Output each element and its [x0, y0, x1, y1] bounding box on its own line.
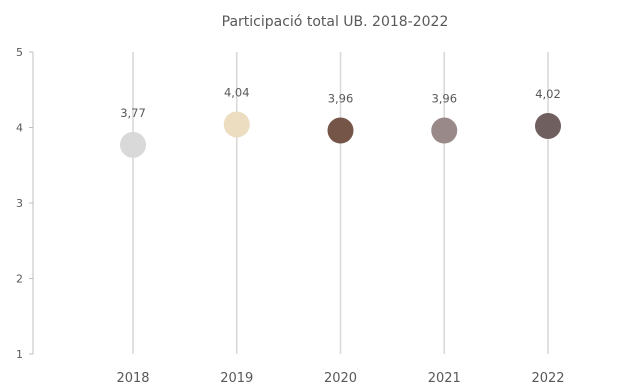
data-point	[327, 117, 354, 144]
x-tick-label: 2019	[220, 371, 253, 386]
y-axis: 1 2 3 4 5	[16, 46, 34, 361]
points	[120, 111, 561, 158]
data-label: 3,96	[328, 92, 354, 106]
y-tick-label: 3	[16, 197, 23, 210]
y-tick-label: 2	[16, 273, 23, 286]
stems	[132, 52, 549, 354]
data-label: 3,77	[120, 106, 146, 120]
data-label: 4,02	[535, 87, 561, 101]
chart-title: Participació total UB. 2018-2022	[222, 14, 449, 30]
data-labels: 3,77 4,04 3,96 3,96 4,02	[120, 85, 561, 119]
y-tick-label: 4	[16, 122, 23, 135]
data-label: 4,04	[224, 85, 250, 99]
x-axis-ticks: 2018 2019 2020 2021 2022	[116, 371, 564, 386]
data-point	[223, 111, 250, 138]
x-tick-label: 2022	[531, 371, 564, 386]
data-point	[535, 112, 561, 139]
data-point	[120, 131, 146, 158]
x-tick-label: 2018	[116, 371, 149, 386]
x-tick-label: 2021	[428, 371, 461, 386]
x-tick-label: 2020	[324, 371, 357, 386]
y-tick-label: 1	[16, 348, 23, 361]
y-tick-label: 5	[16, 46, 23, 59]
data-point	[431, 117, 458, 144]
data-label: 3,96	[431, 92, 457, 106]
